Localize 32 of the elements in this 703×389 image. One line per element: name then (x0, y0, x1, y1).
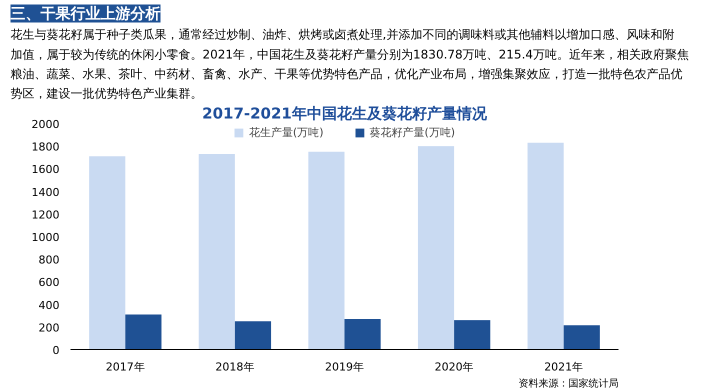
y-tick-label: 1600 (32, 163, 60, 176)
y-tick-label: 1000 (32, 231, 60, 244)
bar (454, 320, 490, 350)
bar (308, 152, 344, 350)
chart-title: 2017-2021年中国花生及葵花籽产量情况 (202, 104, 488, 122)
y-tick-label: 1200 (32, 208, 60, 222)
bar (344, 318, 381, 350)
bar (234, 321, 272, 350)
x-tick-label: 2021年 (544, 360, 584, 374)
x-tick-label: 2020年 (434, 360, 474, 374)
y-tick-label: 1400 (32, 186, 60, 199)
y-tick-label: 2000 (32, 118, 60, 131)
x-tick-label: 2018年 (215, 360, 254, 374)
text: 资料来源：国家统计局 (518, 378, 618, 389)
y-tick-label: 1800 (32, 140, 60, 154)
legend-label: 葵花籽产量(万吨) (370, 125, 456, 140)
text: 三、干果行业上游分析 (10, 4, 160, 22)
bar (89, 156, 126, 350)
y-tick-label: 600 (38, 276, 60, 290)
y-tick-label: 0 (52, 344, 60, 357)
bar (125, 314, 162, 350)
bar (418, 146, 454, 350)
bar (528, 142, 564, 350)
bar (564, 325, 600, 350)
y-tick-label: 200 (38, 321, 60, 334)
y-tick-label: 800 (38, 254, 60, 267)
text: 花生与葵花籽属于种子类瓜果，通常经过炒制、油炸、烘烤或卤煮处理,并添加不同的调味料或其他辅料以增加口感、风味和附加值，属于较为传统的休闲小零食。2021年，中国花生及葵花籽产量分别为1830.78万吨、215.4万吨。近年来，相关政府聚焦粮油、蔬菜、水果、茶叶、中药材、畜禽、水产、干果等优势特色产品，优化产业布局，增强集聚效应，打造一批特色农产品优势区，建设一批优势特色产业集群。 (10, 28, 690, 100)
x-tick-label: 2017年 (106, 360, 145, 374)
x-tick-label: 2019年 (325, 360, 364, 374)
bar (198, 154, 235, 350)
y-tick-label: 400 (38, 298, 60, 312)
legend-label: 花生产量(万吨) (248, 125, 324, 140)
